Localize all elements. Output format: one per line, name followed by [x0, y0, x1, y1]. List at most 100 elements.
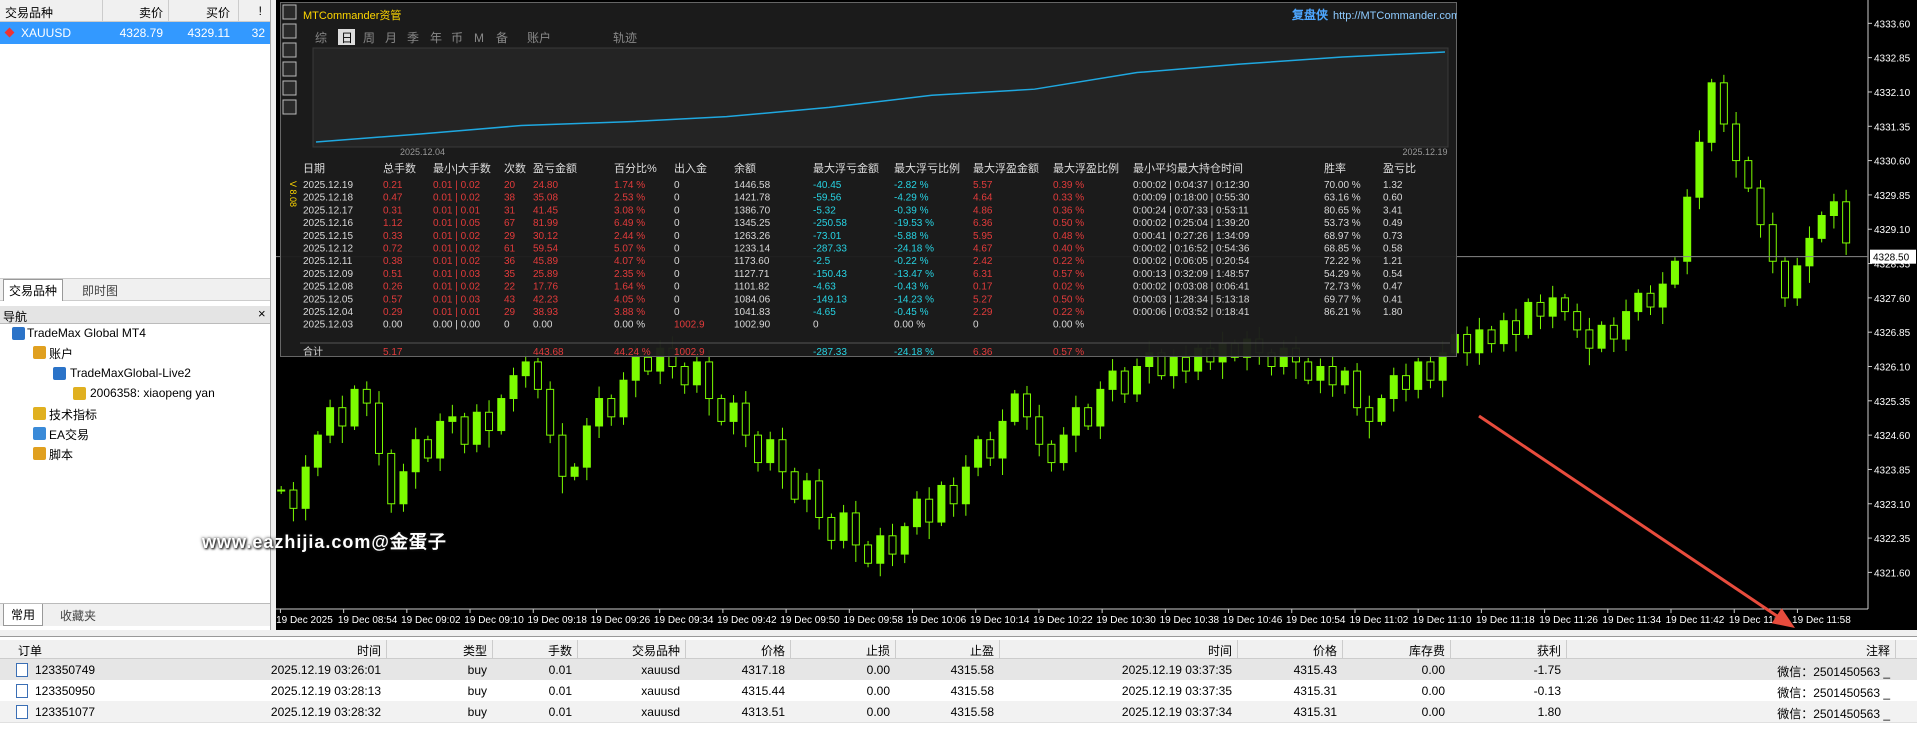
candle-body: [1022, 393, 1031, 418]
tool-icon[interactable]: [282, 42, 297, 58]
candle-body: [338, 407, 347, 427]
candle-body: [1597, 324, 1606, 349]
total-cell: 0.57 %: [1053, 347, 1084, 357]
candle-body: [1622, 311, 1631, 340]
mw-divider: [102, 0, 103, 21]
stat-cell: 0:00:02 | 0:16:52 | 0:54:36: [1133, 244, 1250, 255]
tree-item[interactable]: TradeMaxGlobal-Live2: [70, 366, 191, 380]
stat-cell: 2025.12.11: [303, 256, 353, 267]
candle-body: [1084, 407, 1093, 427]
total-cell: 5.17: [383, 347, 403, 357]
stat-cell: 72.22 %: [1324, 256, 1361, 267]
panel-tab[interactable]: 币: [451, 31, 463, 45]
term-divider: [386, 640, 387, 658]
term-header: 手数: [547, 644, 572, 658]
stat-cell: 22: [504, 282, 516, 293]
nav-close[interactable]: ×: [258, 306, 266, 321]
order-cell: -0.13: [1533, 684, 1561, 698]
stat-cell: 59.54: [533, 244, 558, 255]
stat-cell: 31: [504, 205, 516, 216]
stat-cell: 2.44 %: [614, 231, 645, 242]
panel-tab[interactable]: 综: [315, 31, 327, 45]
panel-tab[interactable]: M: [474, 31, 484, 45]
panel-tab[interactable]: 年: [430, 31, 442, 45]
order-cell: 4315.31: [1293, 705, 1337, 719]
candle-body: [1512, 320, 1521, 335]
stat-cell: 1233.14: [734, 244, 771, 255]
mw-row-bg[interactable]: [0, 22, 270, 44]
order-cell: -1.75: [1533, 663, 1561, 677]
stat-cell: 0.50 %: [1053, 294, 1084, 305]
candle-body: [1768, 224, 1777, 262]
candle-body: [1377, 398, 1386, 422]
panel-tab[interactable]: 轨迹: [613, 31, 637, 45]
tree-item[interactable]: 技术指标: [49, 408, 98, 422]
x-tick-label: 19 Dec 11:26: [1539, 615, 1598, 626]
stat-cell: 2025.12.09: [303, 269, 353, 280]
tab[interactable]: 交易品种: [3, 279, 64, 301]
stat-cell: 1.64 %: [614, 282, 645, 293]
y-tick-label: 4326.85: [1874, 328, 1911, 339]
tool-icon[interactable]: [282, 4, 297, 20]
panel-tab[interactable]: 周: [363, 31, 375, 45]
total-cell: -24.18 %: [894, 347, 934, 357]
tab[interactable]: 收藏夹: [60, 609, 97, 623]
panel-tab[interactable]: 账户: [527, 30, 551, 45]
candle-body: [1463, 333, 1472, 354]
total-cell: 合计: [303, 345, 323, 357]
stat-cell: 2025.12.04: [303, 307, 353, 318]
stat-cell: 80.65 %: [1324, 205, 1361, 216]
candle-body: [1487, 329, 1496, 345]
stat-cell: 2.29: [973, 307, 993, 318]
stat-cell: 42.23: [533, 294, 558, 305]
panel-tab[interactable]: 备: [496, 31, 508, 45]
order-cell: 4313.51: [741, 705, 785, 719]
stat-cell: 68.85 %: [1324, 244, 1361, 255]
stat-cell: 0.47: [383, 193, 403, 204]
candle-body: [1316, 365, 1325, 381]
tree-item[interactable]: TradeMax Global MT4: [27, 326, 146, 340]
tool-icon[interactable]: [282, 61, 297, 77]
tab-strip: [0, 278, 270, 301]
candle-body: [680, 365, 689, 386]
stat-cell: -4.29 %: [894, 193, 929, 204]
x-tick-label: 19 Dec 10:14: [970, 615, 1030, 626]
stat-cell: -150.43: [813, 269, 847, 280]
candle-body: [582, 425, 591, 468]
candle-body: [1181, 356, 1190, 372]
stat-cell: 0.00: [383, 320, 403, 331]
panel-tab[interactable]: 日: [341, 31, 353, 45]
y-tick-label: 4333.60: [1874, 19, 1911, 30]
candle-body: [497, 398, 506, 432]
order-row-bg[interactable]: [0, 701, 1917, 723]
stat-cell: 35: [504, 269, 516, 280]
tool-icon[interactable]: [282, 99, 297, 115]
panel-tab[interactable]: 月: [385, 31, 397, 45]
stat-cell: 5.95: [973, 231, 993, 242]
column-header: 胜率: [1324, 161, 1346, 175]
term-header[interactable]: 订单: [18, 644, 43, 658]
stat-cell: 0.01 | 0.02: [433, 180, 481, 191]
tool-icon[interactable]: [282, 80, 297, 96]
y-tick-label: 4326.10: [1874, 362, 1911, 373]
stat-cell: 0.01 | 0.03: [433, 269, 481, 280]
stat-cell: 0.01 | 0.03: [433, 294, 481, 305]
stat-cell: 1.80: [1383, 307, 1403, 318]
tree-item[interactable]: EA交易: [49, 428, 90, 442]
stat-cell: 0.22 %: [1053, 256, 1084, 267]
tool-icon[interactable]: [282, 23, 297, 39]
stat-cell: 0.00 %: [894, 320, 925, 331]
candle-body: [839, 512, 848, 541]
tab[interactable]: 即时图: [82, 284, 119, 298]
stat-cell: 3.41: [1383, 205, 1403, 216]
tree-item[interactable]: 2006358: xiaopeng yan: [90, 386, 215, 400]
term-header: 价格: [760, 644, 785, 658]
panel-tab[interactable]: 季: [407, 31, 419, 45]
candle-body: [1340, 370, 1349, 386]
x-tick-label: 19 Dec 10:22: [1033, 615, 1093, 626]
tree-item[interactable]: 脚本: [49, 448, 74, 462]
tab[interactable]: 常用: [3, 604, 44, 626]
chart-date: 2025.12.19: [1402, 147, 1447, 157]
tree-item[interactable]: 账户: [49, 347, 74, 361]
panel-title: MTCommander资管: [303, 8, 401, 22]
